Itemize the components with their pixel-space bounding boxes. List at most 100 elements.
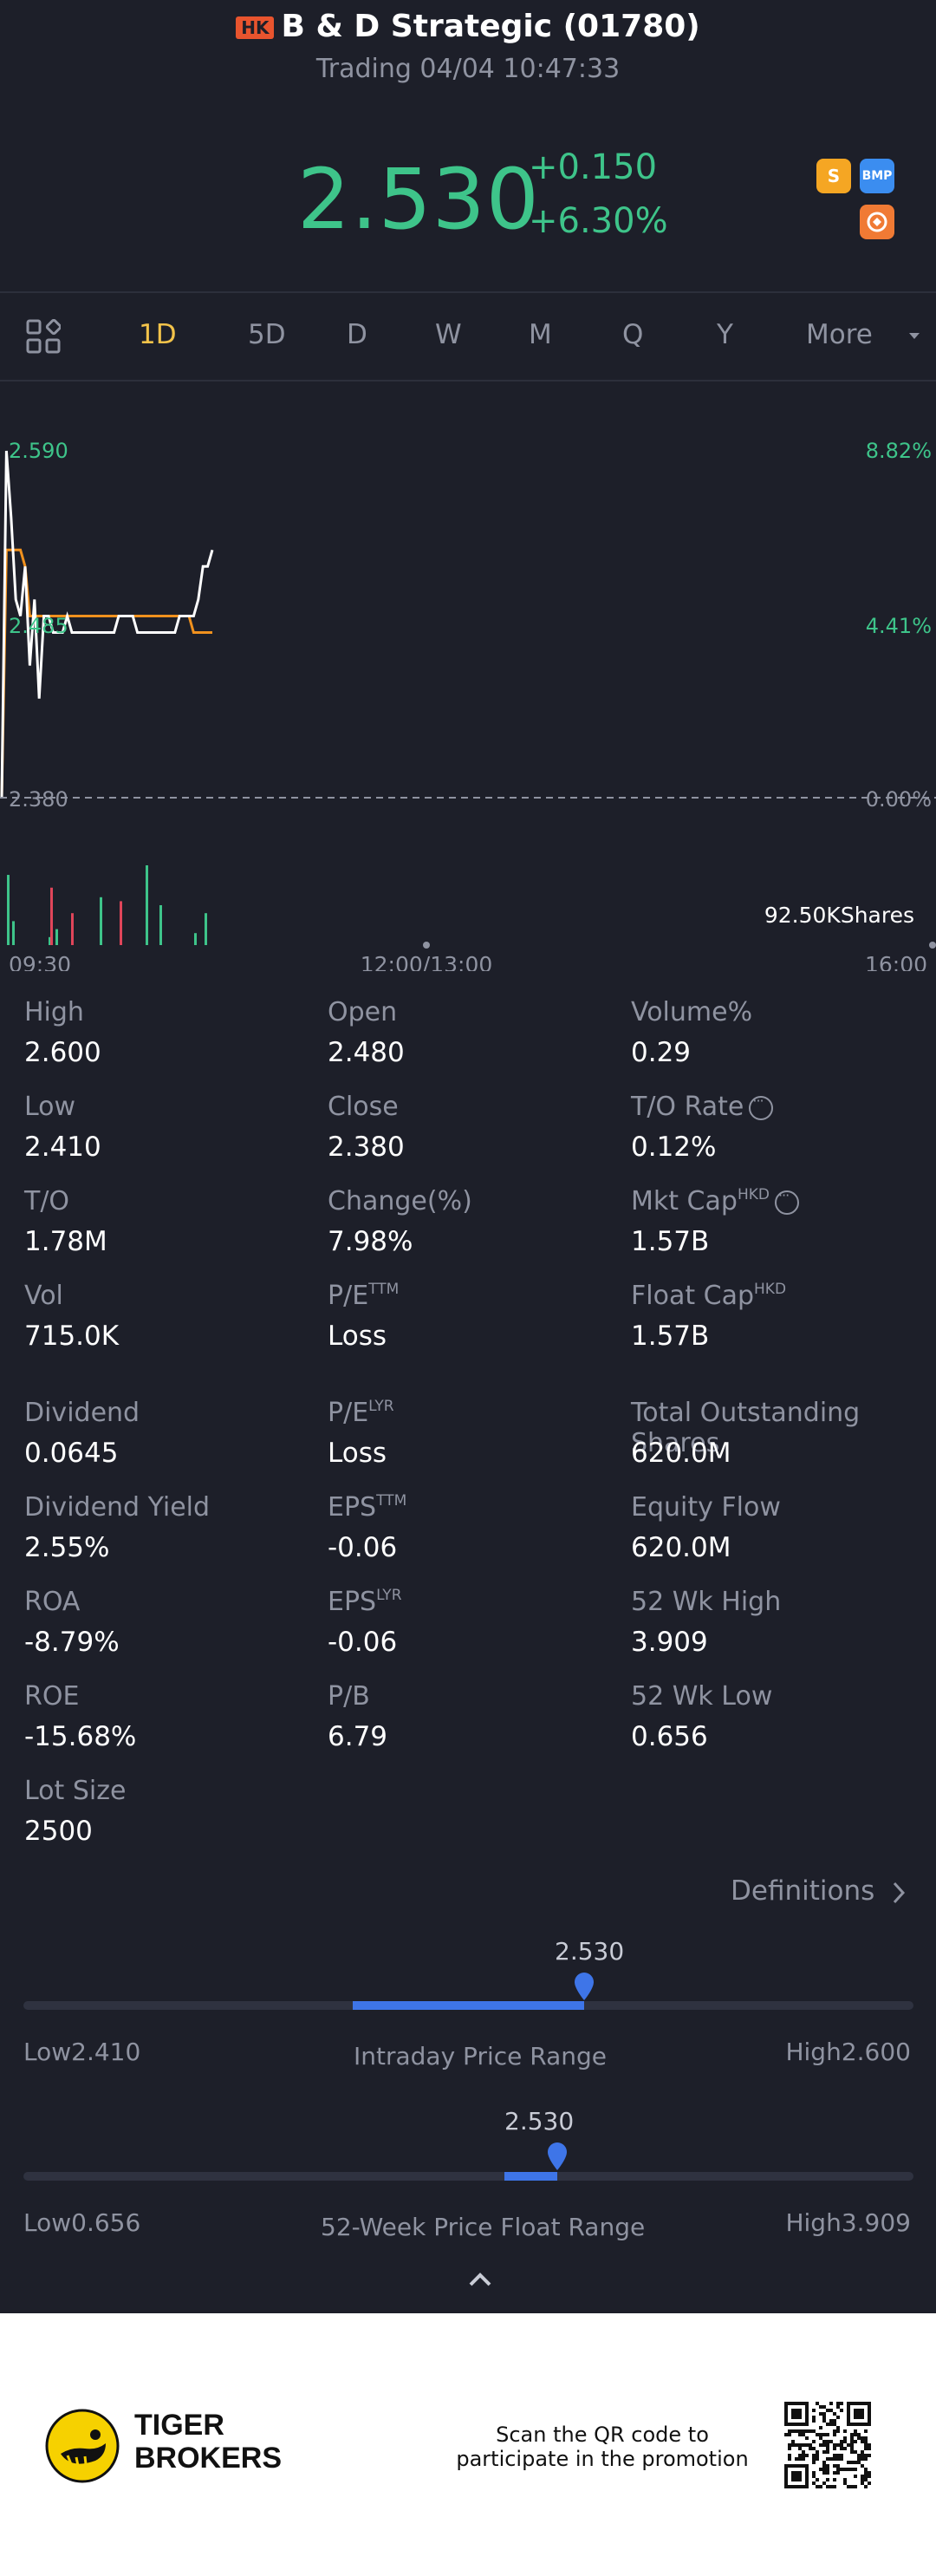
stat-label: 52 Wk Low	[631, 1681, 772, 1712]
stat-value: 3.909	[631, 1627, 708, 1658]
stat-value: 7.98%	[328, 1226, 413, 1257]
week52-high: High3.909	[785, 2208, 911, 2237]
stat-superscript: LYR	[368, 1398, 394, 1415]
price-change-pct: +6.30%	[529, 201, 668, 241]
volume-bar	[49, 936, 51, 945]
stat-label: Low	[24, 1092, 75, 1122]
stat-label: P/ELYR	[328, 1398, 394, 1428]
stat-label: High	[24, 997, 84, 1027]
stat-value: -0.06	[328, 1532, 398, 1563]
stat-value: 2.600	[24, 1037, 101, 1068]
trading-status: Trading 04/04 10:47:33	[315, 54, 621, 84]
y-label-mid: 2.485	[9, 614, 68, 638]
stat-label-text: Lot Size	[24, 1776, 127, 1806]
intraday-range-track	[23, 2001, 913, 2010]
promo-badge-icon[interactable]	[860, 205, 894, 239]
definitions-label: Definitions	[731, 1875, 875, 1907]
stat-label: EPSLYR	[328, 1587, 402, 1617]
bmp-badge-icon[interactable]: BMP	[860, 159, 894, 193]
week52-low-text: Low	[23, 2208, 72, 2237]
stat-label: ROE	[24, 1681, 79, 1712]
tab-5d[interactable]: 5D	[248, 319, 286, 350]
stat-value: -0.06	[328, 1627, 398, 1658]
volume-bar	[120, 901, 122, 945]
volume-bar	[71, 913, 74, 945]
stat-value: 1.57B	[631, 1226, 710, 1257]
stat-label-text: Dividend Yield	[24, 1492, 211, 1523]
stat-label-text: Volume%	[631, 997, 753, 1027]
stat-label-text: Open	[328, 997, 398, 1027]
tab-q[interactable]: Q	[622, 319, 644, 350]
tab-m[interactable]: M	[529, 319, 552, 350]
info-icon[interactable]	[774, 1187, 799, 1215]
tab-1d[interactable]: 1D	[139, 319, 177, 350]
volume-bar	[159, 905, 162, 945]
promo-line-1: Scan the QR code to	[496, 2423, 709, 2447]
stat-label-text: Low	[24, 1092, 76, 1122]
layout-grid-icon[interactable]	[26, 319, 61, 354]
definitions-link[interactable]: Definitions	[731, 1875, 906, 1907]
info-icon[interactable]	[749, 1092, 774, 1120]
stat-value: 2.55%	[24, 1532, 110, 1563]
stat-value: Loss	[328, 1438, 387, 1469]
tab-w[interactable]: W	[435, 319, 462, 350]
week52-current-value: 2.530	[504, 2107, 575, 2136]
stat-value: 0.656	[631, 1721, 708, 1752]
stat-label-text: Float Cap	[631, 1281, 755, 1311]
stat-label-text: High	[24, 997, 84, 1027]
stat-superscript: TTM	[368, 1281, 400, 1298]
stat-superscript: LYR	[376, 1587, 402, 1604]
stat-label-text: 52 Wk High	[631, 1587, 782, 1617]
stat-label: P/B	[328, 1681, 370, 1712]
intraday-high-text: High	[785, 2038, 842, 2066]
week52-range-track	[23, 2172, 913, 2181]
x-label-close: 16:00	[865, 952, 927, 971]
volume-label: 92.50KShares	[764, 903, 914, 928]
lunch-dot	[423, 942, 430, 949]
brand-line-2: BROKERS	[134, 2442, 283, 2475]
stat-label-text: EPS	[328, 1492, 377, 1523]
pct-label-mid: 4.41%	[866, 614, 932, 638]
tab-more[interactable]: More	[806, 319, 873, 350]
volume-bar	[7, 875, 10, 945]
stock-name: B & D Strategic (01780)	[281, 9, 700, 44]
stat-value: 2.410	[24, 1131, 101, 1163]
pct-label-high: 8.82%	[866, 439, 932, 463]
stat-label: P/ETTM	[328, 1281, 399, 1311]
week52-low-value: 0.656	[71, 2208, 141, 2237]
stat-label: Open	[328, 997, 397, 1027]
stat-label: ROA	[24, 1587, 80, 1617]
stat-value: -15.68%	[24, 1721, 137, 1752]
stat-label-text: 52 Wk Low	[631, 1681, 773, 1712]
dollar-badge-label: S	[827, 166, 841, 186]
last-price: 2.530	[297, 151, 540, 248]
stat-value: 1.78M	[24, 1226, 107, 1257]
stat-value: Loss	[328, 1321, 387, 1352]
stat-label: Change(%)	[328, 1186, 472, 1216]
price-line	[0, 450, 214, 799]
promo-line-2: participate in the promotion	[456, 2447, 749, 2471]
x-label-open: 09:30	[9, 952, 71, 971]
qr-code[interactable]	[784, 2402, 871, 2488]
tab-d[interactable]: D	[347, 319, 367, 350]
intraday-chart[interactable]: 2.590 2.485 2.380 8.82% 4.41% 0.00% 92.5…	[0, 382, 936, 971]
dollar-badge-icon[interactable]: S	[816, 159, 851, 193]
brand-line-1: TIGER	[134, 2409, 224, 2442]
y-label-low: 2.380	[9, 787, 68, 812]
stat-superscript: HKD	[754, 1281, 787, 1298]
period-tabs: 1D 5D D W M Q Y More	[0, 293, 936, 382]
stat-label: Lot Size	[24, 1776, 126, 1806]
volume-bar	[12, 921, 15, 945]
stock-title: HK B & D Strategic (01780)	[0, 9, 936, 44]
chevron-up-icon[interactable]	[468, 2272, 492, 2287]
tab-y[interactable]: Y	[717, 319, 733, 350]
intraday-pin-icon	[575, 1973, 594, 2000]
stat-label-text: ROA	[24, 1587, 81, 1617]
stat-label: Dividend Yield	[24, 1492, 210, 1523]
stat-label: Equity Flow	[631, 1492, 781, 1523]
stat-label: Float CapHKD	[631, 1281, 786, 1311]
chevron-down-icon[interactable]	[907, 331, 921, 342]
stat-value: -8.79%	[24, 1627, 120, 1658]
stat-value: 0.0645	[24, 1438, 119, 1469]
stat-label: 52 Wk High	[631, 1587, 781, 1617]
